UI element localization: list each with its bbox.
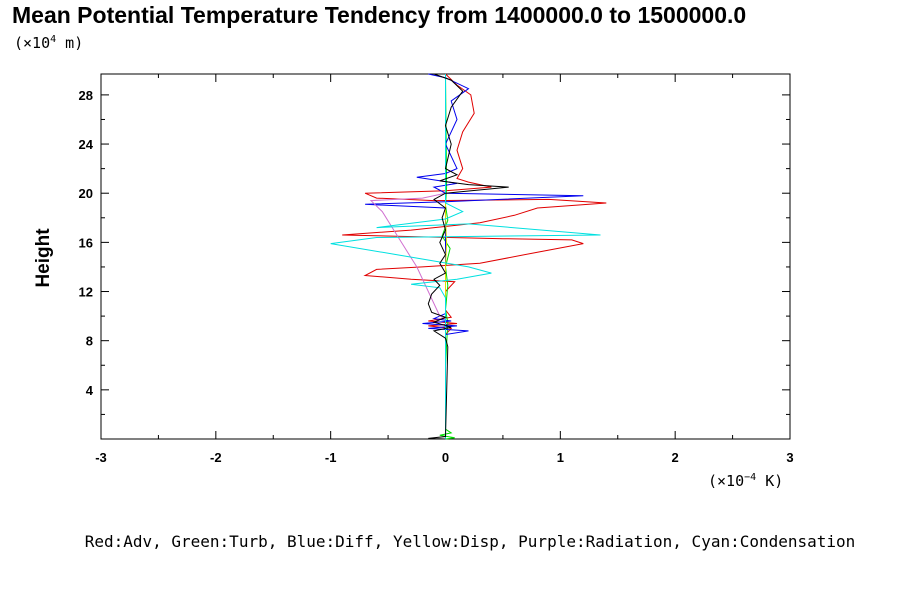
series-line-adv xyxy=(342,73,607,439)
x-tick-label: 0 xyxy=(442,450,449,465)
y-unit-prefix: (×10 xyxy=(14,34,51,52)
series-line-total xyxy=(427,73,509,440)
y-unit-suffix: m) xyxy=(56,34,84,52)
x-unit-suffix: K) xyxy=(756,472,784,490)
y-tick-label: 24 xyxy=(79,137,94,152)
legend-text: Red:Adv, Green:Turb, Blue:Diff, Yellow:D… xyxy=(84,532,856,551)
series-line-radiation xyxy=(369,74,446,439)
y-tick-label: 4 xyxy=(86,383,94,398)
x-tick-label: -3 xyxy=(95,450,107,465)
series-layer xyxy=(330,73,607,440)
y-tick-label: 28 xyxy=(79,88,93,103)
x-unit-prefix: (×10 xyxy=(708,472,745,490)
y-tick-label: 8 xyxy=(86,334,93,349)
y-axis-unit: (×104 m) xyxy=(14,34,83,52)
x-tick-label: -1 xyxy=(325,450,337,465)
series-line-condensation xyxy=(330,74,601,439)
y-tick-label: 16 xyxy=(79,235,93,250)
y-unit-exponent: 4 xyxy=(50,34,57,45)
x-tick-label: 1 xyxy=(557,450,564,465)
y-tick-label: 20 xyxy=(79,186,93,201)
series-line-diff xyxy=(365,73,584,439)
x-unit-exponent: −4 xyxy=(744,472,757,483)
y-tick-label: 12 xyxy=(79,285,93,300)
x-axis-unit: (×10−4 K) xyxy=(708,472,783,490)
x-tick-label: 3 xyxy=(786,450,793,465)
chart-title: Mean Potential Temperature Tendency from… xyxy=(12,2,747,28)
x-tick-label: -2 xyxy=(210,450,222,465)
x-tick-label: 2 xyxy=(672,450,679,465)
